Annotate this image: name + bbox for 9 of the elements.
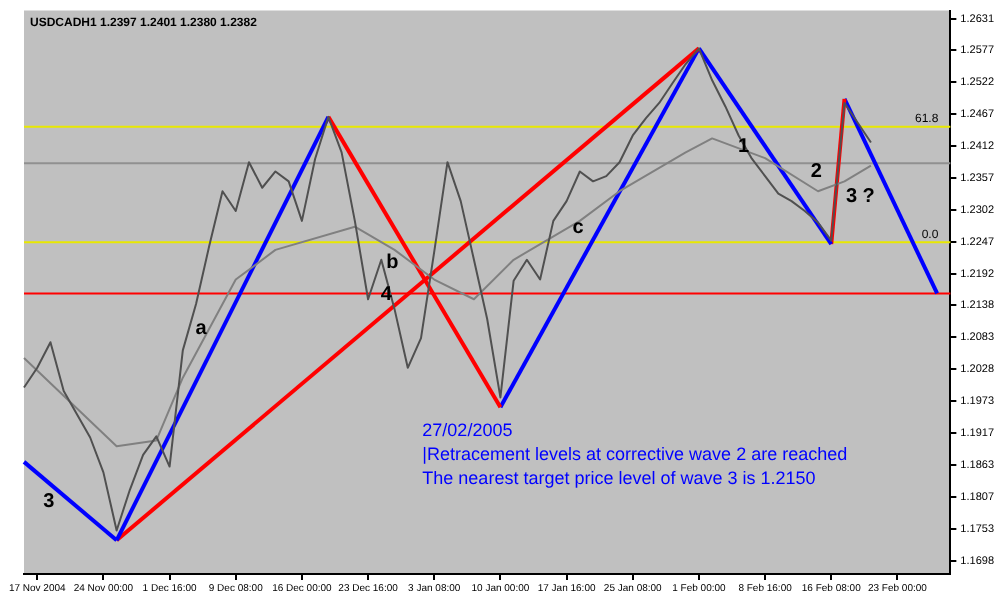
series-label: b (386, 251, 399, 274)
annotation: 27/02/2005 (422, 419, 513, 440)
series-label: 3 (43, 490, 56, 513)
series-label: a (195, 318, 208, 341)
annotation: |Retracement levels at corrective wave 2 are reached (422, 443, 848, 464)
series-label: 3 ? (845, 185, 875, 208)
annotation: The nearest target price level of wave 3 is 1.2150 (422, 467, 816, 488)
series-label: c (572, 217, 585, 240)
series-label: 2 (810, 160, 823, 183)
